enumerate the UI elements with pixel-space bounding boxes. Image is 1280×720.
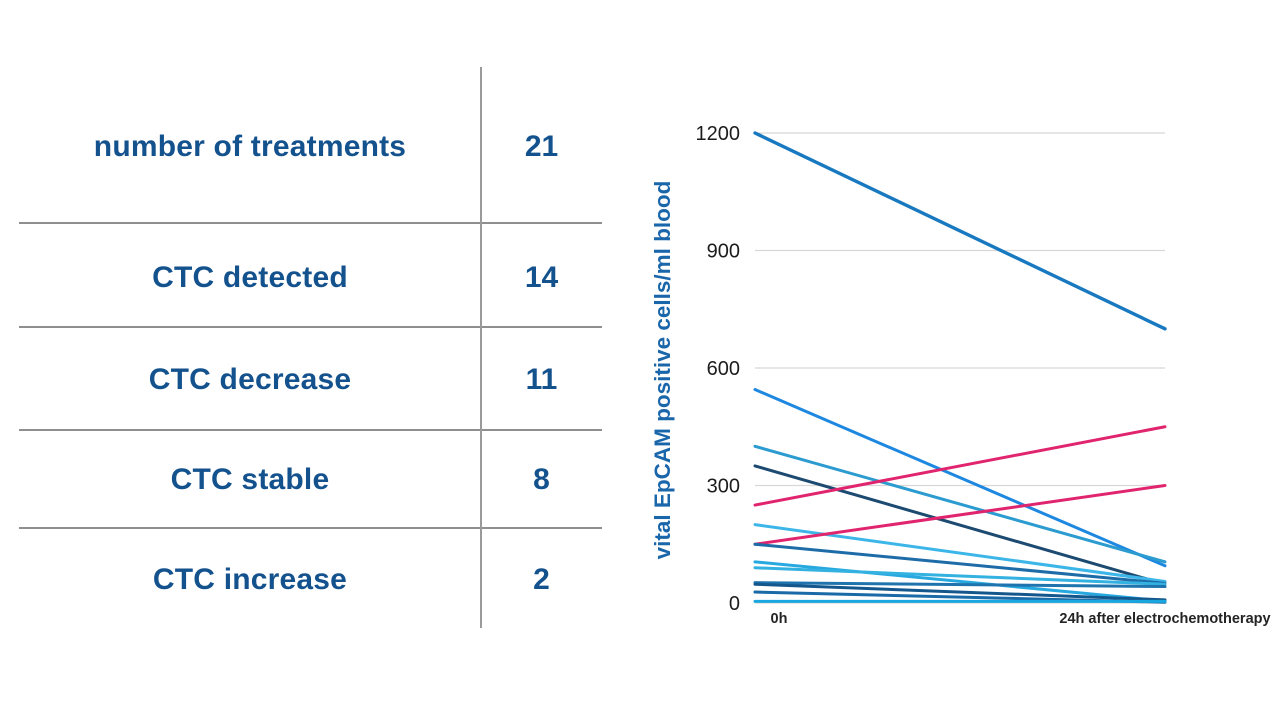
series-line-patient-01-decrease xyxy=(753,131,1167,331)
series-line-patient-03-decrease xyxy=(753,444,1167,564)
table-row-value: 2 xyxy=(533,563,550,596)
chart-series-lines xyxy=(753,131,1167,604)
y-tick-label: 600 xyxy=(707,358,740,380)
summary-table: number of treatments 21 CTC detected 14 CTC … xyxy=(0,67,640,628)
table-row-label: number of treatments xyxy=(93,130,407,163)
table-row-label: CTC increase xyxy=(152,563,348,596)
y-tick-label: 0 xyxy=(729,593,740,615)
x-label-24h: 24h after electrochemotherapy xyxy=(1059,611,1270,627)
ctc-line-chart: 0 300 600 900 1200 vital EpCAM positive cell… xyxy=(650,123,1271,627)
series-line-patient-08-decrease xyxy=(753,542,1167,585)
series-line-patient-07-increase xyxy=(753,484,1167,546)
series-line-patient-09-decrease xyxy=(753,560,1167,603)
table-row-label: CTC decrease xyxy=(148,363,352,396)
series-line-patient-02-decrease xyxy=(753,388,1167,568)
table-row-value: 11 xyxy=(525,363,558,396)
series-line-patient-10-decrease xyxy=(753,566,1167,586)
row-divider xyxy=(19,222,602,224)
row-divider xyxy=(19,429,602,431)
y-axis-title: vital EpCAM positive cells/ml blood xyxy=(650,181,675,560)
table-row-value: 21 xyxy=(524,130,559,163)
table-row-label: CTC stable xyxy=(170,463,330,496)
table-row-label: CTC detected xyxy=(152,261,348,294)
row-divider xyxy=(19,527,602,529)
table-row: number of treatments 21 xyxy=(0,125,640,169)
table-row-value: 8 xyxy=(533,463,550,496)
table-row: CTC increase 2 xyxy=(0,558,640,602)
series-line-patient-05-increase xyxy=(753,425,1167,507)
series-line-patient-11-decrease xyxy=(753,581,1167,589)
table-row: CTC stable 8 xyxy=(0,458,640,502)
row-divider xyxy=(19,326,602,328)
table-row-value: 14 xyxy=(524,261,559,294)
y-tick-label: 900 xyxy=(707,241,740,263)
chart-y-tick-labels: 0 300 600 900 1200 xyxy=(696,123,741,615)
y-tick-label: 300 xyxy=(707,476,740,498)
series-line-patient-06-decrease xyxy=(753,523,1167,583)
y-tick-label: 1200 xyxy=(696,123,741,145)
column-divider xyxy=(480,67,482,628)
x-label-0h: 0h xyxy=(771,611,788,627)
table-row: CTC decrease 11 xyxy=(0,358,640,402)
table-row: CTC detected 14 xyxy=(0,256,640,300)
series-line-patient-04-decrease xyxy=(753,464,1167,586)
series-line-patient-12-decrease xyxy=(753,582,1167,602)
